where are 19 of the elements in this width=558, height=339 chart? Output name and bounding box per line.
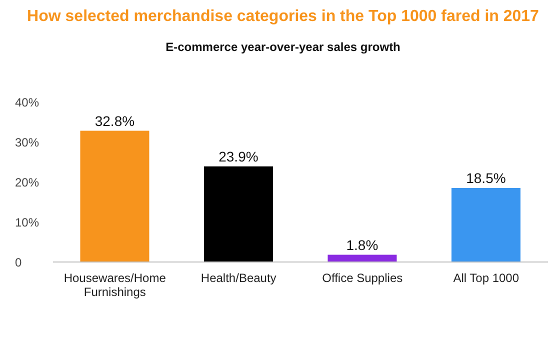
- data-label: 23.9%: [218, 148, 258, 164]
- data-label: 32.8%: [94, 112, 135, 129]
- y-tick-label: 20%: [15, 175, 40, 190]
- x-tick-label: Health/Beauty: [200, 271, 276, 285]
- y-tick-label: 0: [15, 255, 22, 270]
- data-label: 18.5%: [466, 170, 506, 186]
- y-tick-label: 40%: [15, 95, 40, 110]
- chart-title: How selected merchandise categories in the Top 1000 fared in 2017: [26, 8, 540, 27]
- chart-subtitle: E-commerce year-over-year sales growth: [164, 40, 402, 56]
- bar: [451, 188, 520, 262]
- bar: [204, 166, 273, 262]
- bar: [328, 254, 397, 262]
- bar: [80, 130, 150, 262]
- x-tick-label: Housewares/Home Furnishings: [64, 271, 166, 299]
- x-tick-label: Office Supplies: [322, 271, 403, 285]
- data-label: 1.8%: [346, 236, 378, 253]
- x-tick-label: All Top 1000: [453, 271, 520, 285]
- y-tick-label: 30%: [15, 135, 40, 150]
- y-tick-label: 10%: [15, 215, 40, 230]
